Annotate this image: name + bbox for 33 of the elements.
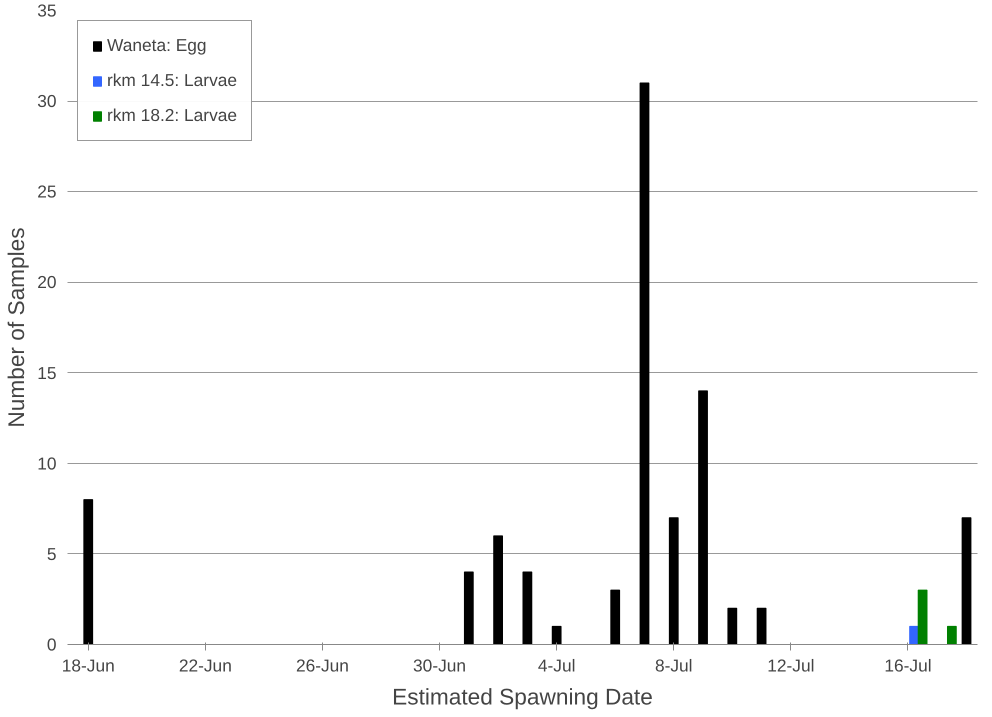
y-axis-title: Number of Samples xyxy=(3,227,30,428)
bar xyxy=(756,608,766,644)
x-tick-label: 18-Jun xyxy=(62,656,115,676)
x-tick-label: 12-Jul xyxy=(767,656,814,676)
x-axis-title: Estimated Spawning Date xyxy=(392,684,653,710)
bar xyxy=(83,499,94,644)
x-tick-label: 22-Jun xyxy=(178,656,232,676)
y-tick-label: 35 xyxy=(37,0,57,20)
y-tick-label: 15 xyxy=(37,362,57,383)
x-tick-label: 26-Jun xyxy=(296,656,349,676)
bar xyxy=(552,626,562,644)
bar xyxy=(640,82,650,644)
bar xyxy=(464,572,474,644)
bar xyxy=(493,535,503,644)
bar xyxy=(610,590,620,644)
x-tick-label: 16-Jul xyxy=(884,656,932,676)
legend-label: rkm 14.5: Larvae xyxy=(107,70,238,91)
bar xyxy=(522,572,532,644)
y-tick-label: 25 xyxy=(37,182,57,202)
x-tick-label: 4-Jul xyxy=(538,656,576,676)
bar xyxy=(698,390,708,644)
bar xyxy=(668,517,679,644)
bar xyxy=(962,517,972,644)
y-tick-label: 10 xyxy=(37,453,57,474)
x-tick-label: 8-Jul xyxy=(654,656,693,676)
bar xyxy=(727,608,738,644)
y-tick-label: 20 xyxy=(37,272,57,292)
legend-label: rkm 18.2: Larvae xyxy=(107,105,238,126)
y-tick-label: 0 xyxy=(46,634,57,654)
legend-label: Waneta: Egg xyxy=(107,35,207,56)
y-tick-label: 5 xyxy=(46,544,57,564)
x-tick-label: 30-Jun xyxy=(413,656,466,676)
y-tick-label: 30 xyxy=(37,91,57,112)
